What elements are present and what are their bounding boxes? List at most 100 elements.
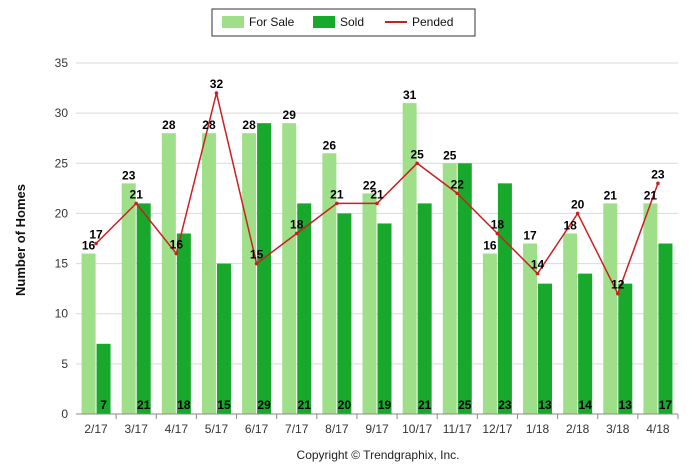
- for-sale-bar: [282, 123, 297, 415]
- for-sale-bar: [523, 243, 538, 414]
- for-sale-bar: [81, 253, 96, 414]
- sold-bar: [578, 273, 593, 414]
- y-axis-ticks: 0 5 10 15 20 25 30 35: [55, 56, 69, 421]
- sold-value-label: 17: [659, 398, 673, 412]
- for-sale-legend-swatch: [222, 16, 244, 28]
- sold-bar: [618, 283, 633, 414]
- for-sale-value-label: 26: [323, 138, 337, 152]
- data-labels-group: 16 7 23 21 28 18 28 15 28 29 29 21 26 20 22 19 31 21 25 25 1…: [82, 77, 673, 412]
- pended-value-label: 18: [290, 217, 304, 231]
- pended-value-label: 25: [410, 147, 424, 161]
- for-sale-bar: [402, 103, 417, 414]
- bars-group: [81, 103, 673, 415]
- for-sale-legend-label: For Sale: [249, 15, 295, 29]
- pended-value-label: 21: [130, 187, 144, 201]
- pended-value-label: 17: [89, 228, 103, 242]
- for-sale-value-label: 21: [644, 188, 658, 202]
- sold-bar: [337, 213, 352, 414]
- sold-value-label: 13: [619, 398, 633, 412]
- for-sale-bar: [161, 133, 176, 414]
- for-sale-bar: [242, 133, 257, 414]
- for-sale-bar: [603, 203, 618, 414]
- pended-line-group: [94, 91, 660, 296]
- sold-bar: [136, 203, 151, 414]
- y-tick-label: 5: [61, 357, 68, 371]
- for-sale-value-label: 25: [443, 148, 457, 162]
- pended-point: [575, 211, 580, 216]
- sold-value-label: 21: [137, 398, 151, 412]
- y-tick-label: 20: [55, 206, 69, 220]
- sold-bar: [457, 163, 472, 414]
- sold-bar: [538, 283, 553, 414]
- pended-point: [335, 201, 339, 206]
- pended-point: [94, 241, 98, 246]
- y-tick-label: 0: [61, 407, 68, 421]
- x-axis-ticks: 2/17 3/17 4/17 5/17 6/17 7/17 8/17 9/17 10/17 11/…: [84, 414, 679, 436]
- sold-value-label: 20: [338, 398, 352, 412]
- pended-value-label: 20: [571, 197, 585, 211]
- pended-value-label: 23: [651, 167, 665, 181]
- for-sale-bar: [201, 133, 216, 414]
- for-sale-value-label: 23: [122, 168, 136, 182]
- x-tick-label: 9/17: [365, 422, 389, 436]
- for-sale-bar: [482, 253, 497, 414]
- pended-value-label: 21: [370, 187, 384, 201]
- pended-value-label: 16: [170, 238, 184, 252]
- pended-point: [134, 201, 138, 206]
- pended-legend-label: Pended: [412, 15, 453, 29]
- for-sale-bar: [322, 153, 337, 414]
- pended-point: [214, 91, 219, 95]
- pended-value-label: 15: [250, 248, 264, 262]
- pended-point: [174, 251, 179, 256]
- sold-value-label: 15: [217, 398, 231, 412]
- sold-value-label: 14: [578, 398, 592, 412]
- legend-box: [211, 8, 476, 37]
- sold-value-label: 21: [298, 398, 312, 412]
- pended-point: [254, 261, 259, 266]
- for-sale-value-label: 29: [283, 108, 297, 122]
- for-sale-value-label: 31: [403, 88, 417, 102]
- pended-value-label: 12: [611, 278, 625, 292]
- pended-point: [495, 231, 500, 236]
- x-tick-label: 10/17: [402, 422, 432, 436]
- sold-legend-swatch: [313, 16, 335, 28]
- for-sale-value-label: 21: [604, 188, 618, 202]
- x-tick-label: 3/18: [606, 422, 630, 436]
- sold-value-label: 23: [498, 398, 512, 412]
- pended-point: [535, 271, 540, 276]
- sold-bar: [96, 343, 111, 414]
- for-sale-bar: [362, 193, 377, 414]
- x-tick-label: 4/18: [646, 422, 670, 436]
- sold-value-label: 18: [177, 398, 191, 412]
- y-tick-label: 30: [55, 106, 69, 120]
- x-tick-label: 6/17: [245, 422, 269, 436]
- sold-legend-label: Sold: [340, 15, 364, 29]
- pended-value-label: 14: [531, 258, 545, 272]
- x-tick-label: 2/18: [566, 422, 590, 436]
- pended-point: [415, 161, 419, 166]
- sold-value-label: 7: [100, 398, 107, 412]
- sold-value-label: 19: [378, 398, 392, 412]
- sold-value-label: 25: [458, 398, 472, 412]
- sold-bar: [176, 233, 191, 414]
- x-tick-label: 1/18: [526, 422, 550, 436]
- for-sale-bar: [563, 233, 578, 414]
- for-sale-value-label: 17: [523, 229, 537, 243]
- for-sale-value-label: 16: [82, 239, 96, 253]
- copyright-text: Copyright © Trendgraphix, Inc.: [297, 448, 460, 462]
- sold-bar: [658, 243, 673, 414]
- pended-point: [656, 181, 660, 186]
- sold-value-label: 29: [257, 398, 271, 412]
- pended-value-label: 21: [330, 187, 344, 201]
- pended-point: [455, 191, 460, 196]
- sold-value-label: 21: [418, 398, 432, 412]
- y-tick-label: 10: [55, 307, 69, 321]
- y-tick-label: 35: [55, 56, 69, 70]
- for-sale-value-label: 18: [563, 218, 577, 232]
- sold-bar: [216, 263, 231, 414]
- pended-value-label: 18: [491, 217, 505, 231]
- for-sale-value-label: 28: [202, 118, 216, 132]
- x-tick-label: 2/17: [84, 422, 108, 436]
- for-sale-bar: [121, 183, 136, 414]
- for-sale-value-label: 16: [483, 239, 497, 253]
